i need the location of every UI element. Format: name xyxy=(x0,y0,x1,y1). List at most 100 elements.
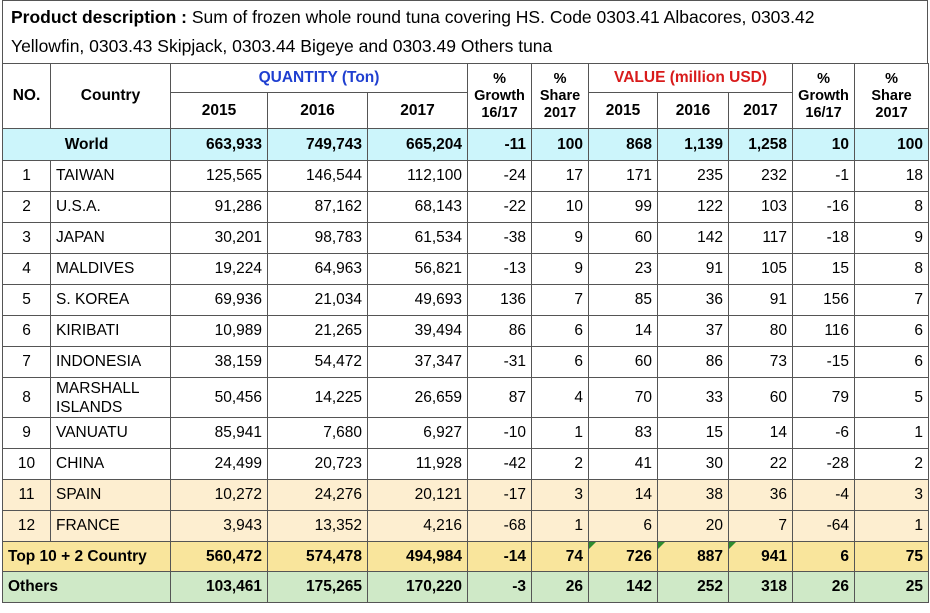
cell-vshare: 1 xyxy=(854,417,930,449)
table-row: 3 JAPAN 30,201 98,783 61,534 -38 9 60 142 117 -18 9 xyxy=(2,222,930,254)
cell-q2015: 50,456 xyxy=(170,377,268,418)
cell-qshare: 4 xyxy=(531,377,590,418)
cell-qshare: 74 xyxy=(531,541,590,572)
cell-vshare: 9 xyxy=(854,222,930,254)
cell-v2017: 318 xyxy=(728,571,794,603)
cell-v2017: 941 xyxy=(728,541,794,572)
cell-no: 7 xyxy=(2,346,51,378)
table-row: 5 S. KOREA 69,936 21,034 49,693 136 7 85 36 91 156… xyxy=(2,284,930,316)
table-row: 6 KIRIBATI 10,989 21,265 39,494 86 6 14 37 80 116 6 xyxy=(2,315,930,347)
cell-q2016: 175,265 xyxy=(267,571,368,603)
top-label: Top 10 + 2 Country xyxy=(2,541,171,572)
cell-no: 9 xyxy=(2,417,51,449)
cell-q2017: 170,220 xyxy=(366,571,469,603)
cell-v2017: 60 xyxy=(728,377,794,418)
cell-country: CHINA xyxy=(50,448,171,480)
cell-q2016: 574,478 xyxy=(267,541,368,572)
cell-v2016: 887 xyxy=(657,541,730,572)
cell-vshare: 6 xyxy=(854,315,930,347)
cell-v2017: 14 xyxy=(728,417,794,449)
cell-q2015: 91,286 xyxy=(170,191,268,223)
cell-q2016: 98,783 xyxy=(267,222,368,254)
cell-q2017: 20,121 xyxy=(366,479,469,511)
world-label: World xyxy=(2,128,171,161)
cell-country: FRANCE xyxy=(50,510,171,542)
cell-qgrowth: 136 xyxy=(467,284,533,316)
cell-vgrowth: 156 xyxy=(792,284,856,316)
cell-v2016: 91 xyxy=(657,253,730,285)
cell-q2016: 54,472 xyxy=(267,346,368,378)
table-row: 2 U.S.A. 91,286 87,162 68,143 -22 10 99 122 103 -1… xyxy=(2,191,930,223)
cell-q2017: 56,821 xyxy=(366,253,469,285)
table-row: 11 SPAIN 10,272 24,276 20,121 -17 3 14 38 36 -4 3 xyxy=(2,479,930,511)
cell-no: 10 xyxy=(2,448,51,480)
cell-qshare: 7 xyxy=(531,284,590,316)
table-row: 8 MARSHALL ISLANDS 50,456 14,225 26,659 87 4 70… xyxy=(2,377,930,418)
cell-q2017: 6,927 xyxy=(366,417,469,449)
cell-qgrowth: 87 xyxy=(467,377,533,418)
cell-v2016: 15 xyxy=(657,417,730,449)
cell-q2015: 85,941 xyxy=(170,417,268,449)
header-value: VALUE (million USD) xyxy=(588,63,794,93)
product-description: Product description : Sum of frozen whol… xyxy=(2,0,928,63)
cell-vgrowth: -4 xyxy=(792,479,856,511)
cell-q2016: 21,034 xyxy=(267,284,368,316)
header-quantity-share: % Share 2017 xyxy=(531,63,590,129)
cell-q2015: 38,159 xyxy=(170,346,268,378)
header-val-year: 2015 xyxy=(588,92,659,129)
cell-v2015: 60 xyxy=(588,346,659,378)
cell-qshare: 2 xyxy=(531,448,590,480)
cell-vgrowth: 10 xyxy=(792,128,856,161)
cell-vgrowth: -64 xyxy=(792,510,856,542)
cell-q2017: 665,204 xyxy=(366,128,469,161)
cell-q2016: 14,225 xyxy=(267,377,368,418)
cell-v2015: 41 xyxy=(588,448,659,480)
description-text-line1: Sum of frozen whole round tuna covering … xyxy=(186,7,815,27)
cell-country: MALDIVES xyxy=(50,253,171,285)
cell-q2017: 11,928 xyxy=(366,448,469,480)
cell-vgrowth: 116 xyxy=(792,315,856,347)
cell-country: TAIWAN xyxy=(50,160,171,192)
header-qty-year: 2017 xyxy=(366,92,469,129)
header-val-year: 2017 xyxy=(728,92,794,129)
header-value-share: % Share 2017 xyxy=(854,63,930,129)
cell-v2016: 38 xyxy=(657,479,730,511)
cell-q2016: 24,276 xyxy=(267,479,368,511)
cell-qshare: 26 xyxy=(531,571,590,603)
cell-qshare: 3 xyxy=(531,479,590,511)
cell-v2016: 142 xyxy=(657,222,730,254)
cell-q2017: 49,693 xyxy=(366,284,469,316)
cell-v2015: 726 xyxy=(588,541,659,572)
cell-v2017: 117 xyxy=(728,222,794,254)
cell-qshare: 6 xyxy=(531,346,590,378)
cell-vshare: 7 xyxy=(854,284,930,316)
cell-no: 5 xyxy=(2,284,51,316)
cell-q2016: 749,743 xyxy=(267,128,368,161)
cell-v2017: 91 xyxy=(728,284,794,316)
cell-v2016: 252 xyxy=(657,571,730,603)
cell-q2015: 125,565 xyxy=(170,160,268,192)
cell-v2016: 235 xyxy=(657,160,730,192)
others-row: Others 103,461 175,265 170,220 -3 26 142… xyxy=(2,571,930,603)
header-quantity: QUANTITY (Ton) xyxy=(169,63,469,93)
world-row: World 663,933 749,743 665,204 -11 100 86… xyxy=(2,128,930,161)
cell-q2015: 560,472 xyxy=(170,541,268,572)
cell-country: S. KOREA xyxy=(50,284,171,316)
cell-vshare: 5 xyxy=(854,377,930,418)
cell-q2016: 64,963 xyxy=(267,253,368,285)
cell-qgrowth: -24 xyxy=(467,160,533,192)
cell-v2015: 99 xyxy=(588,191,659,223)
cell-qshare: 6 xyxy=(531,315,590,347)
cell-q2017: 4,216 xyxy=(366,510,469,542)
cell-q2017: 112,100 xyxy=(366,160,469,192)
cell-country: SPAIN xyxy=(50,479,171,511)
cell-v2015: 142 xyxy=(588,571,659,603)
cell-country: KIRIBATI xyxy=(50,315,171,347)
cell-country: INDONESIA xyxy=(50,346,171,378)
cell-v2015: 14 xyxy=(588,315,659,347)
cell-no: 1 xyxy=(2,160,51,192)
cell-vgrowth: -28 xyxy=(792,448,856,480)
cell-v2017: 22 xyxy=(728,448,794,480)
cell-vshare: 100 xyxy=(854,128,930,161)
country-rows: 1 TAIWAN 125,565 146,544 112,100 -24 17 171 235 2… xyxy=(2,160,930,542)
